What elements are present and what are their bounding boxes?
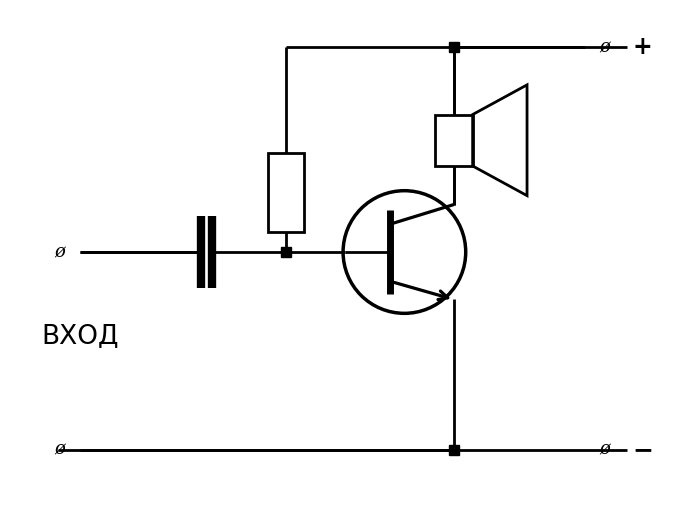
Text: ø: ø (55, 441, 66, 459)
Text: ø: ø (600, 39, 610, 56)
Text: −: − (632, 438, 653, 462)
Text: +: + (633, 35, 652, 59)
Text: ВХОД: ВХОД (41, 323, 119, 349)
Text: ø: ø (600, 441, 610, 459)
Bar (268, 153, 304, 232)
Bar (435, 115, 472, 166)
Text: ø: ø (55, 243, 66, 261)
